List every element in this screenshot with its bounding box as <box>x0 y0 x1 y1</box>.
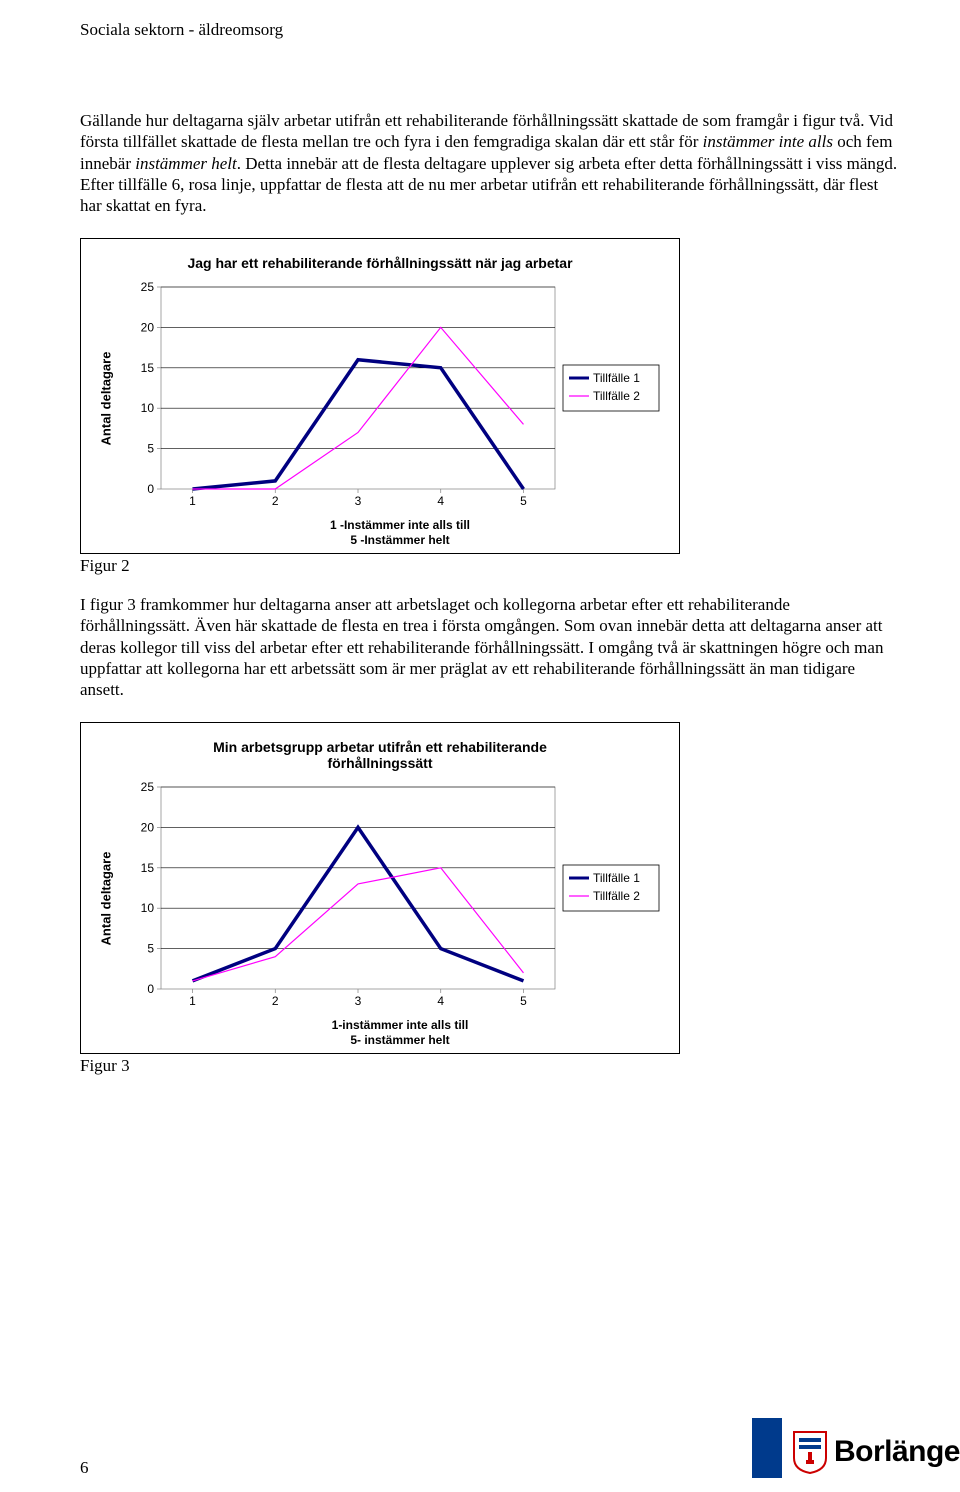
chart-1-xlabel-2: 5 -Instämmer helt <box>350 533 449 547</box>
chart-1-svg: 0 5 10 15 20 25 1 2 3 4 5 Tillfälle 1 Tillfälle 2 <box>125 281 665 511</box>
chart-2-plot: 0 5 10 15 20 25 1 2 3 4 5 Tillfälle 1 Tillfälle 2 <box>125 781 665 1016</box>
svg-text:1: 1 <box>189 494 196 508</box>
svg-text:25: 25 <box>141 781 155 794</box>
chart-1-plot: 0 5 10 15 20 25 1 2 3 4 5 Tillfälle 1 Tillfälle 2 <box>125 281 665 516</box>
chart-2-xlabel-2: 5- instämmer helt <box>350 1033 449 1047</box>
svg-text:20: 20 <box>141 821 155 835</box>
svg-text:2: 2 <box>272 994 279 1008</box>
svg-text:15: 15 <box>141 861 155 875</box>
svg-text:2: 2 <box>272 494 279 508</box>
figure-2-label: Figur 2 <box>80 556 900 576</box>
para1-italic-2: instämmer helt <box>135 154 237 173</box>
chart-2-box: Min arbetsgrupp arbetar utifrån ett reha… <box>80 722 680 1054</box>
chart-2-xlabel: 1-instämmer inte alls till 5- instämmer … <box>135 1018 665 1047</box>
page-header: Sociala sektorn - äldreomsorg <box>80 20 900 40</box>
borlange-logo: Borlänge <box>792 1430 960 1478</box>
svg-text:1: 1 <box>189 994 196 1008</box>
chart-2-title: Min arbetsgrupp arbetar utifrån ett reha… <box>95 739 665 771</box>
svg-text:15: 15 <box>141 361 155 375</box>
chart-2-svg: 0 5 10 15 20 25 1 2 3 4 5 Tillfälle 1 Tillfälle 2 <box>125 781 665 1011</box>
svg-text:10: 10 <box>141 901 155 915</box>
svg-text:0: 0 <box>147 482 154 496</box>
chart-2-ylabel-wrap: Antal deltagare <box>95 891 117 906</box>
paragraph-2: I figur 3 framkommer hur deltagarna anse… <box>80 594 900 700</box>
page-number: 6 <box>80 1458 89 1478</box>
footer-blue-band <box>752 1418 782 1478</box>
svg-text:0: 0 <box>147 982 154 996</box>
svg-text:5: 5 <box>147 942 154 956</box>
svg-text:5: 5 <box>520 994 527 1008</box>
chart-1-xlabel: 1 -Instämmer inte alls till 5 -Instämmer… <box>135 518 665 547</box>
footer-right: Borlänge <box>752 1418 960 1478</box>
svg-text:5: 5 <box>520 494 527 508</box>
svg-text:Tillfälle 1: Tillfälle 1 <box>593 871 640 885</box>
chart-2-ylabel: Antal deltagare <box>99 852 114 946</box>
chart-1-xlabel-1: 1 -Instämmer inte alls till <box>330 518 470 532</box>
chart-1-box: Jag har ett rehabiliterande förhållnings… <box>80 238 680 554</box>
para1-italic-1: instämmer inte alls <box>703 132 833 151</box>
svg-text:Tillfälle 2: Tillfälle 2 <box>593 889 640 903</box>
svg-text:10: 10 <box>141 401 155 415</box>
shield-icon <box>792 1430 828 1474</box>
footer: 6 Borlänge <box>80 1418 960 1478</box>
chart-2-xlabel-1: 1-instämmer inte alls till <box>332 1018 469 1032</box>
svg-text:20: 20 <box>141 321 155 335</box>
svg-text:Tillfälle 1: Tillfälle 1 <box>593 371 640 385</box>
svg-text:4: 4 <box>437 994 444 1008</box>
chart-1-ylabel: Antal deltagare <box>99 352 114 446</box>
svg-text:4: 4 <box>437 494 444 508</box>
chart-2-title-1: Min arbetsgrupp arbetar utifrån ett reha… <box>213 739 547 755</box>
svg-text:Tillfälle 2: Tillfälle 2 <box>593 389 640 403</box>
svg-text:5: 5 <box>147 442 154 456</box>
svg-text:3: 3 <box>355 994 362 1008</box>
chart-1-title: Jag har ett rehabiliterande förhållnings… <box>95 255 665 271</box>
chart-1-ylabel-wrap: Antal deltagare <box>95 391 117 406</box>
svg-text:25: 25 <box>141 281 155 294</box>
svg-text:3: 3 <box>355 494 362 508</box>
logo-text: Borlänge <box>834 1435 960 1469</box>
paragraph-1: Gällande hur deltagarna själv arbetar ut… <box>80 110 900 216</box>
chart-2-title-2: förhållningssätt <box>327 755 432 771</box>
page: Sociala sektorn - äldreomsorg Gällande h… <box>0 0 960 1492</box>
figure-3-label: Figur 3 <box>80 1056 900 1076</box>
